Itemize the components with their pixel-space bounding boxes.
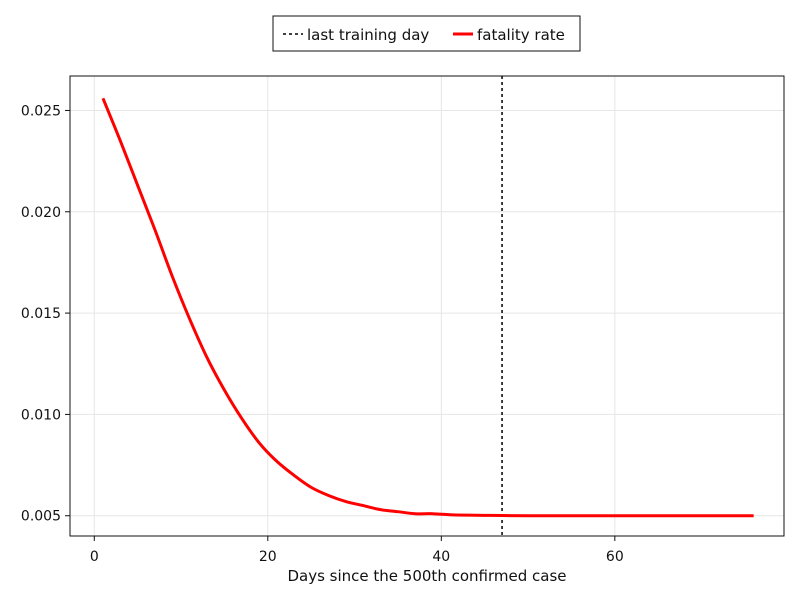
y-tick-label: 0.015 <box>21 306 61 322</box>
x-grid <box>93 76 616 536</box>
legend-box <box>272 15 581 52</box>
y-tick-label: 0.005 <box>21 509 61 525</box>
legend-label-fatality-rate: fatality rate <box>477 26 565 44</box>
legend: last training day fatality rate <box>272 15 581 52</box>
x-tick-label: 20 <box>259 549 277 565</box>
fatality-rate-line <box>101 97 754 518</box>
legend-label-last-training-day: last training day <box>307 26 429 44</box>
x-axis: 0 20 40 60 <box>90 536 624 565</box>
plot-background <box>70 76 784 536</box>
y-tick-label: 0.025 <box>21 103 61 119</box>
x-tick-label: 60 <box>606 549 624 565</box>
y-tick-label: 0.020 <box>21 205 61 221</box>
plot-frame <box>69 75 785 537</box>
y-axis: 0.005 0.010 0.015 0.020 0.025 <box>21 103 70 525</box>
x-axis-title: Days since the 500th confirmed case <box>287 567 566 585</box>
y-tick-label: 0.010 <box>21 407 61 423</box>
plot-area <box>69 75 785 537</box>
x-tick-label: 0 <box>90 549 99 565</box>
x-tick-label: 40 <box>432 549 450 565</box>
